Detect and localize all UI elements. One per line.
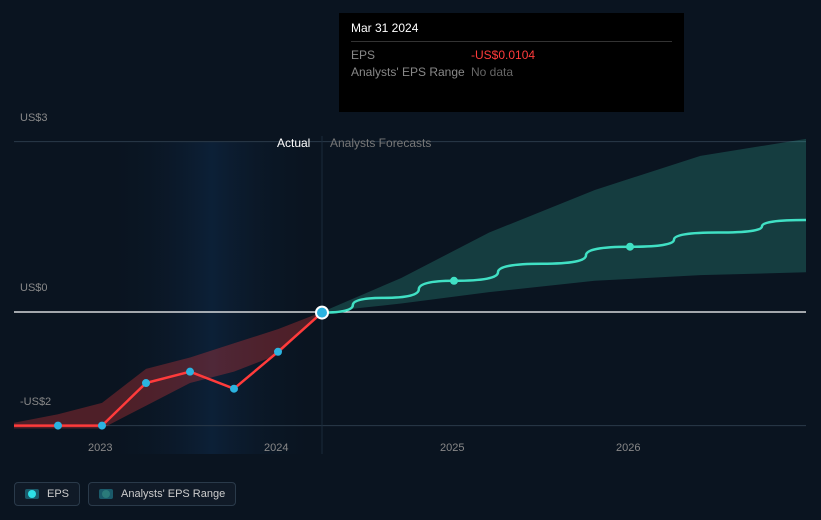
tooltip-divider bbox=[351, 41, 672, 42]
tooltip-row: EPS -US$0.0104 bbox=[351, 48, 672, 62]
legend-label: Analysts' EPS Range bbox=[121, 488, 225, 500]
x-tick-label: 2024 bbox=[264, 442, 288, 454]
tooltip-row: Analysts' EPS Range No data bbox=[351, 65, 672, 79]
legend-label: EPS bbox=[47, 488, 69, 500]
tooltip-row-label: EPS bbox=[351, 48, 471, 62]
chart-legend: EPS Analysts' EPS Range bbox=[14, 482, 236, 506]
chart-plot[interactable] bbox=[14, 120, 806, 470]
x-tick-label: 2026 bbox=[616, 442, 640, 454]
section-label-forecast: Analysts Forecasts bbox=[330, 136, 431, 150]
y-tick-label: -US$2 bbox=[20, 396, 51, 408]
legend-dot-icon bbox=[28, 490, 36, 498]
tooltip-row-label: Analysts' EPS Range bbox=[351, 65, 471, 79]
legend-item-range[interactable]: Analysts' EPS Range bbox=[88, 482, 236, 506]
tooltip-row-value: -US$0.0104 bbox=[471, 48, 535, 62]
eps-forecast-chart: Mar 31 2024 EPS -US$0.0104 Analysts' EPS… bbox=[0, 0, 821, 520]
tooltip-date: Mar 31 2024 bbox=[351, 21, 672, 35]
legend-item-eps[interactable]: EPS bbox=[14, 482, 80, 506]
x-tick-label: 2025 bbox=[440, 442, 464, 454]
tooltip-row-value: No data bbox=[471, 65, 513, 79]
y-tick-label: US$0 bbox=[20, 282, 48, 294]
x-tick-label: 2023 bbox=[88, 442, 112, 454]
legend-swatch bbox=[99, 489, 113, 499]
legend-swatch bbox=[25, 489, 39, 499]
legend-dot-icon bbox=[102, 490, 110, 498]
chart-tooltip: Mar 31 2024 EPS -US$0.0104 Analysts' EPS… bbox=[339, 13, 684, 112]
y-tick-label: US$3 bbox=[20, 112, 48, 124]
